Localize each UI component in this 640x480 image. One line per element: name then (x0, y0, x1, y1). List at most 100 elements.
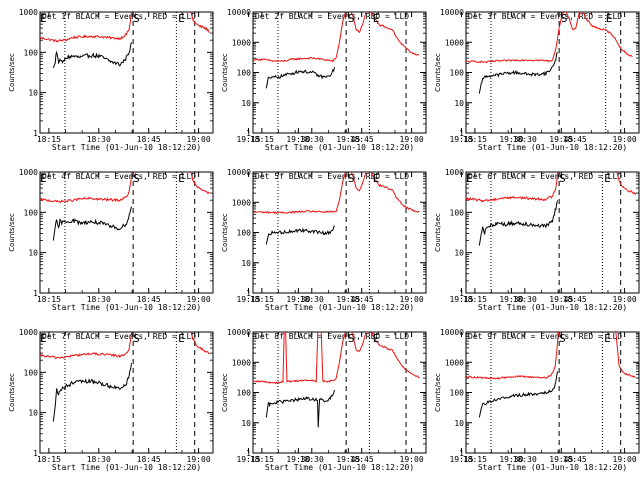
x-tick-label: 19:45 (549, 295, 573, 304)
chart-title: Det 1f BLACK = Events, RED = LLD (42, 12, 196, 21)
x-tick-label: 19:00 (613, 455, 637, 464)
x-tick-label: 19:45 (336, 455, 360, 464)
interval-marker-label: E (373, 12, 380, 25)
y-tick-label: 100 (237, 69, 252, 78)
x-axis-label: Start Time (01-Jun-10 18:12:20) (478, 463, 627, 472)
y-tick-label: 1 (246, 129, 251, 138)
events-series-line (265, 66, 335, 89)
lld-series-line (40, 12, 210, 43)
interval-marker-label: E (40, 12, 47, 25)
x-tick-label: 19:00 (187, 135, 211, 144)
interval-marker-label: E (40, 172, 47, 185)
events-series-line (265, 389, 335, 428)
x-tick-label: 18:30 (87, 295, 111, 304)
interval-marker-label: E (40, 332, 47, 345)
x-tick-label: 18:15 (463, 455, 487, 464)
x-tick-label: 18:30 (300, 135, 324, 144)
plot-frame (465, 171, 640, 294)
x-axis-label: Start Time (01-Jun-10 18:12:20) (52, 143, 201, 152)
x-tick-label: 18:45 (350, 455, 374, 464)
events-series-line (478, 371, 558, 418)
interval-marker-label: S (348, 332, 355, 345)
y-tick-label: 1000 (232, 358, 251, 367)
y-axis-label: Counts/sec (221, 213, 229, 252)
y-tick-label: 10 (241, 259, 251, 268)
x-tick-label: 19:00 (187, 295, 211, 304)
x-tick-label: 19:15 (236, 455, 260, 464)
x-tick-label: 19:00 (187, 455, 211, 464)
x-tick-label: 18:30 (300, 295, 324, 304)
chart-title: Det 9f BLACK = Events, RED = LLD (468, 332, 622, 341)
interval-marker-label: S (133, 12, 140, 25)
x-tick-label: 18:45 (137, 295, 161, 304)
y-tick-label: 1000 (445, 358, 464, 367)
y-axis-label: Counts/sec (434, 213, 442, 252)
y-tick-label: 100 (450, 208, 465, 217)
interval-marker-label: E (606, 12, 613, 25)
events-series-line (52, 206, 132, 241)
interval-marker-label: S (348, 12, 355, 25)
y-tick-label: 10 (241, 99, 251, 108)
interval-marker-label: E (178, 332, 185, 345)
chart-panel-7: Det 7f BLACK = Events, RED = LLD 1 10 100 10… (8, 328, 361, 472)
x-axis-label: Start Time (01-Jun-10 18:12:20) (265, 303, 414, 312)
x-tick-label: 19:30 (286, 455, 310, 464)
x-tick-label: 18:15 (250, 455, 274, 464)
y-axis-label: Counts/sec (221, 373, 229, 412)
x-axis-label: Start Time (01-Jun-10 18:12:20) (52, 463, 201, 472)
x-axis-label: Start Time (01-Jun-10 18:12:20) (478, 143, 627, 152)
lld-series-line (466, 332, 636, 380)
y-axis-label: Counts/sec (434, 53, 442, 92)
y-tick-label: 100 (24, 208, 39, 217)
plot-frame (252, 11, 427, 134)
x-tick-label: 18:45 (350, 135, 374, 144)
x-tick-label: 19:15 (236, 135, 260, 144)
lld-series-line (253, 172, 420, 215)
x-axis-label: Start Time (01-Jun-10 18:12:20) (265, 143, 414, 152)
plot-frame (39, 171, 214, 294)
y-tick-label: 1 (33, 129, 38, 138)
plot-frame (252, 331, 427, 454)
y-tick-label: 1 (33, 449, 38, 458)
x-tick-label: 19:30 (499, 295, 523, 304)
x-tick-label: 19:30 (286, 135, 310, 144)
interval-marker-label: E (466, 172, 473, 185)
chart-panel-6: Det 6f BLACK = Events, RED = LLD 1 10 100 10… (434, 168, 640, 312)
y-tick-label: 100 (24, 368, 39, 377)
lld-series-line (253, 332, 420, 385)
chart-panel-5: Det 5f BLACK = Events, RED = LLD 1 10 100 10… (221, 168, 574, 312)
x-tick-label: 18:45 (350, 295, 374, 304)
y-tick-label: 10 (454, 419, 464, 428)
lld-series-line (40, 332, 210, 360)
chart-panel-2: Det 2f BLACK = Events, RED = LLD 1 10 100 10… (221, 8, 574, 152)
y-tick-label: 1 (459, 129, 464, 138)
events-series-line (52, 362, 132, 422)
x-tick-label: 18:15 (37, 135, 61, 144)
events-series-line (52, 42, 132, 69)
y-tick-label: 10 (454, 249, 464, 258)
x-tick-label: 19:15 (449, 455, 473, 464)
x-tick-label: 18:15 (250, 295, 274, 304)
y-tick-label: 100 (450, 69, 465, 78)
interval-marker-label: S (133, 332, 140, 345)
events-series-line (265, 225, 335, 245)
interval-marker-label: S (133, 172, 140, 185)
plot-frame (465, 331, 640, 454)
chart-panel-3: Det 3f BLACK = Events, RED = LLD 1 10 100 10… (434, 8, 640, 152)
y-tick-label: 10 (28, 409, 38, 418)
y-tick-label: 1000 (445, 38, 464, 47)
x-tick-label: 18:30 (300, 455, 324, 464)
y-tick-label: 10000 (227, 8, 251, 17)
y-tick-label: 10 (28, 249, 38, 258)
chart-title: Det 3f BLACK = Events, RED = LLD (468, 12, 622, 21)
x-tick-label: 18:45 (563, 135, 587, 144)
chart-panel-9: Det 9f BLACK = Events, RED = LLD 1 10 100 10… (434, 328, 640, 472)
y-axis-label: Counts/sec (8, 53, 16, 92)
events-series-line (478, 200, 558, 246)
y-tick-label: 1000 (19, 8, 38, 17)
y-tick-label: 1 (459, 289, 464, 298)
x-tick-label: 19:00 (613, 295, 637, 304)
y-tick-label: 10000 (227, 168, 251, 177)
x-tick-label: 19:45 (549, 135, 573, 144)
x-tick-label: 19:15 (449, 295, 473, 304)
